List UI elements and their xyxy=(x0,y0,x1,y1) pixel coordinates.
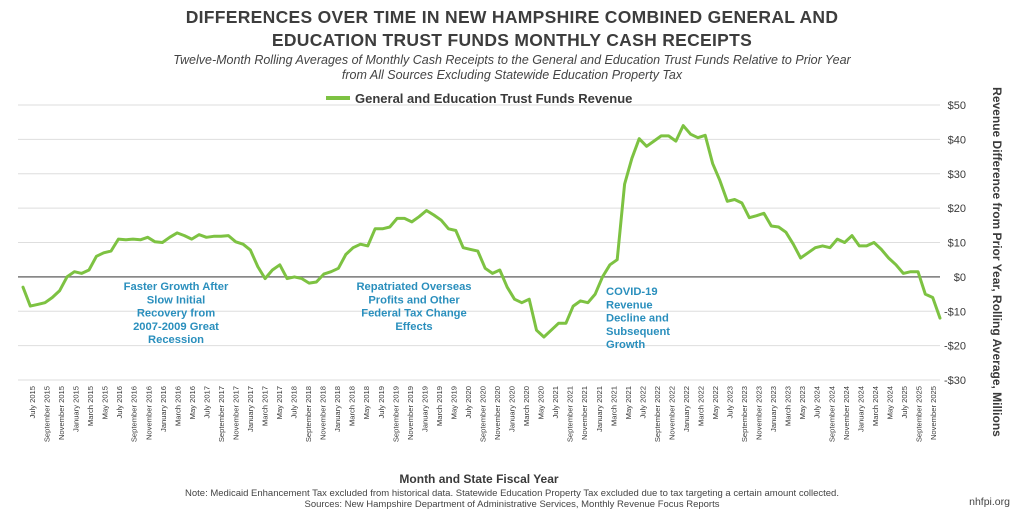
x-tick-label: January 2020 xyxy=(508,386,517,432)
series-lines xyxy=(21,124,942,339)
x-tick-label: January 2017 xyxy=(246,386,255,432)
x-tick-label: September 2021 xyxy=(566,386,575,442)
x-tick-label: March 2015 xyxy=(86,386,95,426)
annotation-text: Repatriated Overseas Profits and Other Fed… xyxy=(356,281,471,333)
legend: General and Education Trust Funds Revenu… xyxy=(326,91,632,106)
x-tick-label: July 2022 xyxy=(638,386,647,419)
site-credit: nhfpi.org xyxy=(969,496,1010,508)
x-tick-label: January 2019 xyxy=(420,386,429,432)
x-tick-label: July 2024 xyxy=(813,386,822,419)
x-tick-label: March 2019 xyxy=(435,386,444,426)
x-tick-label: July 2025 xyxy=(900,386,909,419)
x-tick-label: September 2018 xyxy=(304,386,313,442)
x-tick-label: July 2023 xyxy=(726,386,735,419)
x-tick-label: September 2015 xyxy=(43,386,52,442)
x-tick-label: September 2022 xyxy=(653,386,662,442)
x-tick-label: September 2024 xyxy=(827,386,836,442)
x-tick-label: November 2025 xyxy=(929,386,938,440)
footnote: Note: Medicaid Enhancement Tax excluded … xyxy=(185,488,839,499)
x-tick-label: March 2018 xyxy=(348,386,357,426)
x-tick-label: September 2020 xyxy=(479,386,488,442)
chart-subtitle-line-1: Twelve-Month Rolling Averages of Monthly… xyxy=(173,53,851,67)
x-tick-label: May 2019 xyxy=(449,386,458,419)
y-tick-label: $50 xyxy=(948,100,966,112)
x-tick-label: January 2023 xyxy=(769,386,778,432)
sources-note: Sources: New Hampshire Department of Adm… xyxy=(304,499,720,510)
y-axis-tick-labels: $50 $40 $30 $20 $10 $0 -$10 -$20 -$30 xyxy=(944,100,966,387)
x-tick-label: November 2021 xyxy=(580,386,589,440)
x-tick-label: November 2024 xyxy=(842,386,851,440)
x-tick-label: July 2018 xyxy=(290,386,299,419)
annotations: Faster Growth After Slow Initial Recovery … xyxy=(124,281,671,351)
x-tick-label: January 2022 xyxy=(682,386,691,432)
x-tick-label: May 2020 xyxy=(537,386,546,419)
x-tick-label: January 2024 xyxy=(856,386,865,432)
series-line-revenue xyxy=(21,124,942,339)
x-tick-label: July 2017 xyxy=(202,386,211,419)
x-tick-label: May 2024 xyxy=(885,386,894,419)
x-tick-label: September 2017 xyxy=(217,386,226,442)
x-tick-label: March 2023 xyxy=(784,386,793,426)
x-tick-label: September 2019 xyxy=(391,386,400,442)
x-tick-label: May 2016 xyxy=(188,386,197,419)
x-tick-label: January 2016 xyxy=(159,386,168,432)
x-tick-label: March 2022 xyxy=(697,386,706,426)
y-axis-title: Revenue Difference from Prior Year, Roll… xyxy=(990,87,1004,437)
x-tick-label: May 2021 xyxy=(624,386,633,419)
x-axis-tick-labels: July 2015 September 2015 November 2015 Janu… xyxy=(28,386,938,442)
x-tick-label: November 2023 xyxy=(755,386,764,440)
annotation-text: Faster Growth After Slow Initial Recovery … xyxy=(124,281,229,346)
x-tick-label: July 2015 xyxy=(28,386,37,419)
x-tick-label: November 2017 xyxy=(232,386,241,440)
x-tick-label: September 2023 xyxy=(740,386,749,442)
x-tick-label: September 2025 xyxy=(915,386,924,442)
legend-label: General and Education Trust Funds Revenu… xyxy=(355,91,632,106)
x-tick-label: September 2016 xyxy=(130,386,139,442)
y-tick-label: $20 xyxy=(948,203,966,215)
x-tick-label: January 2015 xyxy=(72,386,81,432)
x-tick-label: November 2018 xyxy=(319,386,328,440)
x-tick-label: November 2020 xyxy=(493,386,502,440)
x-axis-title: Month and State Fiscal Year xyxy=(399,472,558,486)
x-tick-label: November 2016 xyxy=(144,386,153,440)
y-tick-label: -$20 xyxy=(944,341,966,353)
x-tick-label: July 2019 xyxy=(377,386,386,419)
x-tick-label: March 2017 xyxy=(261,386,270,426)
chart-subtitle-line-2: from All Sources Excluding Statewide Edu… xyxy=(341,68,683,82)
x-tick-label: November 2022 xyxy=(667,386,676,440)
annotation-text: COVID-19 Revenue Decline and Subsequent Grow… xyxy=(606,286,670,351)
x-tick-label: March 2024 xyxy=(871,386,880,426)
x-tick-label: May 2022 xyxy=(711,386,720,419)
x-tick-label: May 2023 xyxy=(798,386,807,419)
x-tick-label: November 2019 xyxy=(406,386,415,440)
x-tick-label: March 2021 xyxy=(609,386,618,426)
x-tick-label: July 2016 xyxy=(115,386,124,419)
y-tick-label: $10 xyxy=(948,238,966,250)
x-tick-label: May 2017 xyxy=(275,386,284,419)
y-tick-label: -$30 xyxy=(944,375,966,387)
x-tick-label: November 2015 xyxy=(57,386,66,440)
y-tick-label: -$10 xyxy=(944,306,966,318)
y-tick-label: $0 xyxy=(954,272,966,284)
x-tick-label: January 2018 xyxy=(333,386,342,432)
x-tick-label: May 2018 xyxy=(362,386,371,419)
x-tick-label: July 2021 xyxy=(551,386,560,419)
y-tick-label: $40 xyxy=(948,134,966,146)
x-tick-label: May 2015 xyxy=(101,386,110,419)
chart-title-line-1: DIFFERENCES OVER TIME IN NEW HAMPSHIRE C… xyxy=(185,7,839,27)
y-tick-label: $30 xyxy=(948,169,966,181)
x-tick-label: March 2020 xyxy=(522,386,531,426)
x-tick-label: January 2021 xyxy=(595,386,604,432)
chart-title-line-2: EDUCATION TRUST FUNDS MONTHLY CASH RECEI… xyxy=(271,30,753,50)
x-tick-label: March 2016 xyxy=(173,386,182,426)
gridlines xyxy=(18,104,940,381)
x-tick-label: July 2020 xyxy=(464,386,473,419)
